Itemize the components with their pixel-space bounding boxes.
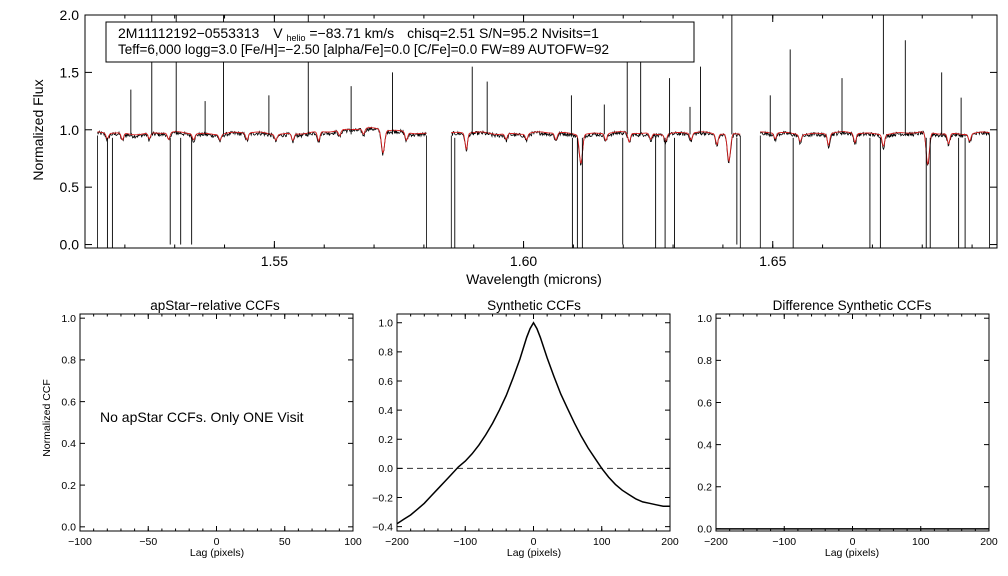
difference_ccf-y-tick-label: 0.4 [697, 439, 712, 451]
spectrum-synthetic-line-chip-3 [760, 131, 990, 166]
difference-ccf-x-axis-label: Lag (pixels) [825, 547, 879, 559]
synthetic_ccf-x-tick-label: 0 [531, 536, 537, 548]
difference_ccf-x-tick-label: 100 [912, 536, 930, 548]
apstar-ccf-ticks: −100 −50 0 50 100 0.0 0.2 0.4 0.6 0.8 1.0 [61, 313, 362, 548]
synthetic-ccf-plot-frame [396, 313, 671, 532]
spectrum-plot-frame [84, 14, 998, 249]
synthetic_ccf-x-tick-label: 100 [593, 536, 611, 548]
apstar-ccf-y-axis-label: Normalized CCF [41, 379, 53, 457]
synthetic_ccf-x-tick-label: 200 [661, 536, 679, 548]
synthetic_ccf-x-tick-label: −200 [385, 536, 409, 548]
apstar-ccf-annotation: No apStar CCFs. Only ONE Visit [100, 409, 304, 425]
synthetic_ccf-y-tick-label: −0.2 [372, 492, 393, 504]
synthetic-ccf-data-layer [396, 321, 670, 525]
difference_ccf-x-tick-label: 0 [850, 536, 856, 548]
spectrum-header-params: Teff=6,000 logg=3.0 [Fe/H]=−2.50 [alpha/… [118, 42, 609, 57]
difference_ccf-y-tick-label: 0.0 [697, 524, 712, 536]
apstar-ccf-title: apStar−relative CCFs [150, 298, 280, 313]
synthetic_ccf-curve [396, 321, 670, 525]
synthetic_ccf-y-tick-label: 0.8 [378, 347, 393, 359]
spectrum-observed-line-chip-1 [97, 126, 427, 156]
spectrum-v-subscript: helio [286, 33, 305, 43]
synthetic-ccf-ticks: −200 −100 0 100 200 −0.4 −0.2 0.0 0.2 0.4 0.6 0.8 1.… [372, 314, 679, 548]
difference_ccf-y-tick-label: 0.8 [697, 355, 712, 367]
apstar-ccf-x-axis-label: Lag (pixels) [190, 547, 244, 559]
apstar_ccf-y-tick-label: 0.2 [61, 480, 76, 492]
difference_ccf-x-tick-label: −100 [772, 536, 796, 548]
spectrum-y-tick-label: 2.0 [60, 7, 80, 23]
spectrum-header-frame [105, 21, 695, 63]
difference-ccf-panel: Difference Synthetic CCFs −200 −100 0 100 20… [697, 298, 998, 559]
difference_ccf-y-tick-label: 1.0 [697, 313, 712, 325]
spectrum-v-value: =−83.71 km/s [309, 25, 394, 41]
spectrum-observed-line-chip-2 [451, 129, 741, 166]
spectrum-y-tick-label: 0.0 [60, 237, 80, 253]
spectrum-y-tick-label: 1.0 [60, 122, 80, 138]
difference_ccf-y-tick-label: 0.6 [697, 397, 712, 409]
spectrum-v-symbol: V [273, 25, 283, 41]
spectrum-ticks: 1.55 1.60 1.65 0.0 0.5 1.0 1.5 2.0 [60, 7, 997, 269]
spectrum-x-tick-label: 1.65 [759, 253, 786, 269]
synthetic_ccf-y-tick-label: 0.4 [378, 405, 393, 417]
apstar_ccf-x-tick-label: 0 [214, 536, 220, 548]
spectrum-x-tick-label: 1.60 [510, 253, 537, 269]
spectrum-observed-line-chip-3 [759, 130, 990, 167]
spectrum-x-tick-label: 1.55 [261, 253, 288, 269]
apstar_ccf-x-tick-label: −100 [68, 536, 92, 548]
apstar_ccf-y-tick-label: 1.0 [61, 313, 76, 325]
synthetic_ccf-x-tick-label: −100 [453, 536, 477, 548]
difference_ccf-x-tick-label: 200 [980, 536, 998, 548]
spectrum-chip-edge-2 [450, 135, 741, 248]
spectrum-y-axis-label: Normalized Flux [30, 79, 46, 180]
spectrum-panel: 1.55 1.60 1.65 0.0 0.5 1.0 1.5 2.0 2M11112192−0… [30, 7, 998, 287]
difference_ccf-x-tick-label: −200 [704, 536, 728, 548]
apstar_ccf-y-tick-label: 0.4 [61, 438, 76, 450]
difference-ccf-plot-frame [715, 313, 990, 532]
synthetic-ccf-x-axis-label: Lag (pixels) [507, 547, 561, 559]
apstar_ccf-x-tick-label: 100 [344, 536, 362, 548]
difference-ccf-title: Difference Synthetic CCFs [773, 298, 932, 313]
apstar_ccf-y-tick-label: 0.6 [61, 396, 76, 408]
spectrum-chip-edge-1 [97, 135, 427, 248]
spectrum-y-tick-label: 1.5 [60, 64, 80, 80]
difference-ccf-ticks: −200 −100 0 100 200 0.0 0.2 0.4 0.6 0.8 1.0 [697, 313, 998, 548]
apstar_ccf-y-tick-label: 0.0 [61, 522, 76, 534]
spectrum-x-axis-label: Wavelength (microns) [466, 271, 602, 287]
spectrum-object-id: 2M11112192−0553313 [118, 25, 260, 41]
spectrum-synthetic-line-chip-2 [451, 131, 741, 164]
difference_ccf-y-tick-label: 0.2 [697, 482, 712, 494]
synthetic-ccf-title: Synthetic CCFs [487, 298, 581, 313]
synthetic_ccf-y-tick-label: 1.0 [378, 318, 393, 330]
spectrum-header-box: 2M11112192−0553313 V helio =−83.71 km/s … [105, 21, 695, 63]
synthetic_ccf-y-tick-label: 0.6 [378, 376, 393, 388]
synthetic_ccf-y-tick-label: 0.0 [378, 463, 393, 475]
synthetic-ccf-panel: Synthetic CCFs −200 −100 0 100 200 −0.4 −0.2 0.… [372, 298, 679, 559]
spectrum-chip-edge-3 [759, 135, 990, 248]
spectrum-stats-rest: chisq=2.51 S/N=95.2 Nvisits=1 [407, 25, 599, 41]
synthetic_ccf-y-tick-label: −0.4 [372, 521, 393, 533]
synthetic_ccf-y-tick-label: 0.2 [378, 434, 393, 446]
spectrum-synthetic-line-chip-1 [97, 127, 427, 154]
apstar-ccf-panel: apStar−relative CCFs −100 −50 0 50 100 0.0 0.2… [41, 298, 362, 559]
spectrum-header-stats: 2M11112192−0553313 V helio =−83.71 km/s … [118, 25, 599, 44]
apstar_ccf-y-tick-label: 0.8 [61, 355, 76, 367]
apstar_ccf-x-tick-label: 50 [279, 536, 291, 548]
apstar_ccf-x-tick-label: −50 [139, 536, 157, 548]
spectrum-y-tick-label: 0.5 [60, 179, 80, 195]
